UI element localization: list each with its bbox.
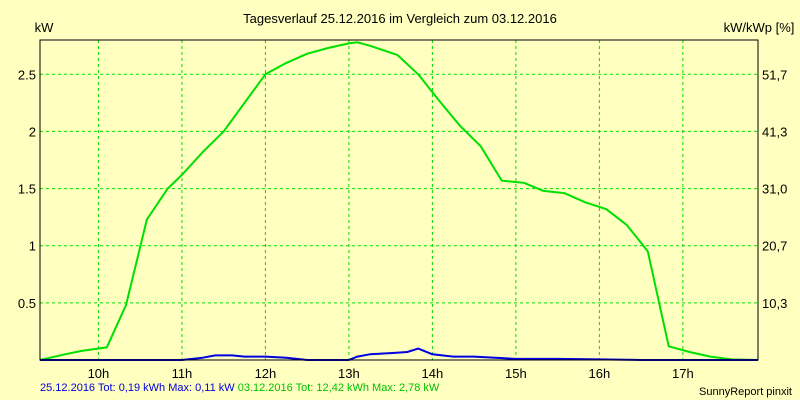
y-tick-label-right: 20,7 bbox=[762, 239, 787, 254]
y-tick-label-right: 31,0 bbox=[762, 182, 787, 197]
y-tick-label-right: 10,3 bbox=[762, 296, 787, 311]
y-tick-label-left: 0.5 bbox=[18, 296, 36, 311]
y-tick-label-left: 1 bbox=[29, 239, 36, 254]
y-tick-label-right: 41,3 bbox=[762, 124, 787, 139]
y-tick-label-left: 2 bbox=[29, 124, 36, 139]
chart-footer: 25.12.2016 Tot: 0,19 kWh Max: 0,11 kW 03… bbox=[40, 382, 439, 394]
x-tick-label: 13h bbox=[338, 366, 360, 381]
x-tick-label: 11h bbox=[172, 366, 193, 381]
x-tick-label: 10h bbox=[88, 366, 110, 381]
series-blue-line bbox=[40, 347, 758, 361]
x-tick-label: 12h bbox=[255, 366, 277, 381]
y-tick-label-left: 1.5 bbox=[18, 182, 36, 197]
y-tick-label-left: 2.5 bbox=[18, 67, 36, 82]
chart-title: Tagesverlauf 25.12.2016 im Vergleich zum… bbox=[243, 11, 557, 26]
grid bbox=[40, 40, 758, 360]
tick-labels: 10h 11h 12h 13h 14h 15h 16h 17h 0.5 1 1.5 2 2.5 10,3 2… bbox=[18, 67, 787, 381]
plot-frame bbox=[39, 39, 759, 361]
x-tick-label: 16h bbox=[589, 366, 611, 381]
series-blue-stats: 25.12.2016 Tot: 0,19 kWh Max: 0,11 kW bbox=[40, 382, 235, 394]
y-tick-label-right: 51,7 bbox=[762, 67, 787, 82]
y-axis-label-left: kW bbox=[35, 20, 55, 35]
series-green-stats: 03.12.2016 Tot: 12,42 kWh Max: 2,78 kW bbox=[237, 382, 440, 394]
x-tick-label: 15h bbox=[505, 366, 527, 381]
x-tick-label: 14h bbox=[422, 366, 444, 381]
y-axis-label-right: kW/kWp [%] bbox=[724, 20, 795, 35]
x-tick-label: 17h bbox=[672, 366, 694, 381]
credit-label: SunnyReport pinxit bbox=[699, 386, 792, 398]
series-green-line bbox=[39, 41, 759, 361]
series-lines bbox=[39, 41, 759, 361]
